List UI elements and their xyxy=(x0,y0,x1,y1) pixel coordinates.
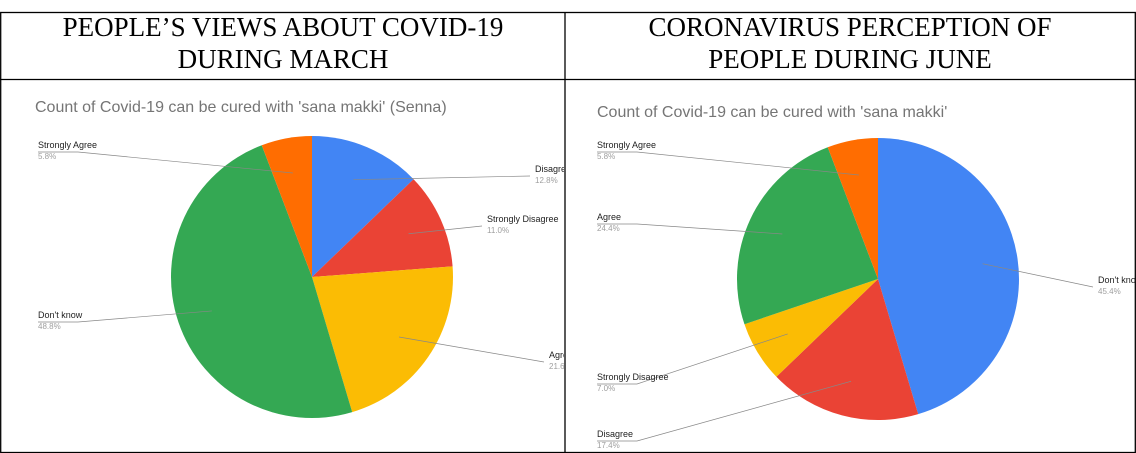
slice-label: Don't know xyxy=(1098,275,1136,285)
slice-label: Strongly Disagree xyxy=(597,372,669,382)
slice-label: Agree xyxy=(597,212,621,222)
leader-line xyxy=(597,223,783,235)
leader-line xyxy=(38,151,293,174)
slice-value: 21.6% xyxy=(549,362,572,371)
chart-title: Count of Covid-19 can be cured with 'san… xyxy=(35,99,447,116)
slice-label: Strongly Agree xyxy=(597,140,656,150)
pie-chart: Count of Covid-19 can be cured with 'san… xyxy=(35,99,573,418)
pie-slice xyxy=(312,136,414,277)
pie-slice xyxy=(878,138,1020,415)
slice-value: 11.0% xyxy=(487,226,509,235)
pie-slice xyxy=(744,279,878,377)
slice-value: 48.8% xyxy=(38,322,61,331)
pie-slice xyxy=(776,279,919,420)
slice-value: 17.4% xyxy=(597,441,620,450)
slice-label: Don't know xyxy=(38,310,83,320)
slice-value: 12.8% xyxy=(535,176,558,185)
leader-line xyxy=(38,310,212,323)
pie-slice xyxy=(737,147,878,325)
slice-label: Strongly Disagree xyxy=(487,214,559,224)
pie-chart: Count of Covid-19 can be cured with 'san… xyxy=(597,104,1136,450)
slice-label: Agree xyxy=(549,350,573,360)
slice-label: Disagree xyxy=(597,429,633,439)
chart-title: Count of Covid-19 can be cured with 'san… xyxy=(597,104,947,121)
slice-value: 5.8% xyxy=(597,152,615,161)
slice-label: Disagree xyxy=(535,164,571,174)
slice-value: 7.0% xyxy=(597,384,615,393)
leader-line xyxy=(408,225,483,235)
leader-line xyxy=(353,175,531,181)
leader-line xyxy=(399,336,545,363)
header-cell: PEOPLE’S VIEWS ABOUT COVID-19 DURING MARC… xyxy=(63,12,504,74)
header-cell: CORONAVIRUS PERCEPTION OF PEOPLE DURING J… xyxy=(648,12,1051,74)
leader-line xyxy=(597,380,852,442)
slice-value: 45.4% xyxy=(1098,287,1121,296)
slice-value: 5.8% xyxy=(38,152,56,161)
pie-slice xyxy=(171,145,353,418)
pie-slice xyxy=(312,266,453,413)
slice-value: 24.4% xyxy=(597,224,620,233)
leader-line xyxy=(597,151,859,176)
leader-line xyxy=(982,263,1094,288)
leader-line xyxy=(597,333,788,385)
pie-slice xyxy=(312,179,453,277)
slice-label: Strongly Agree xyxy=(38,140,97,150)
